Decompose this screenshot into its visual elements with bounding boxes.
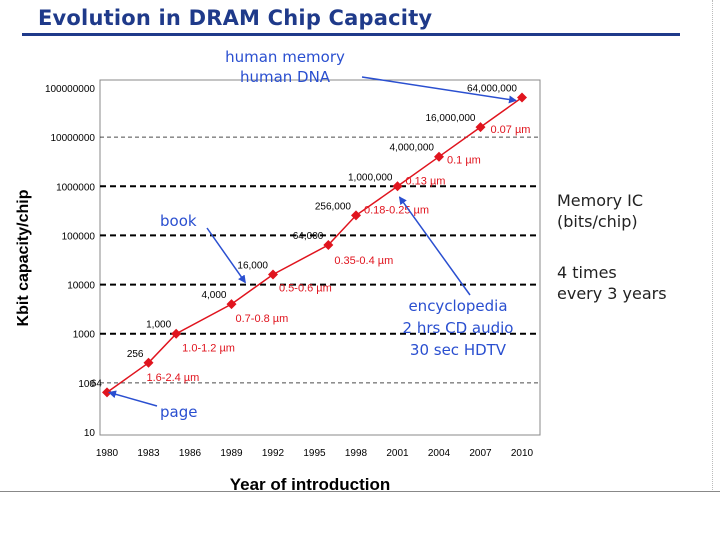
data-point xyxy=(351,210,361,221)
callout-hdtv: 30 sec HDTV xyxy=(410,341,507,359)
data-point xyxy=(392,181,403,192)
x-tick-label: 2007 xyxy=(469,448,492,459)
data-label: 16,000,000 xyxy=(425,113,475,124)
growth-note: 4 times every 3 years xyxy=(557,262,667,304)
y-tick-label: 1000 xyxy=(73,330,96,341)
callouts: human memory human DNA book encyclopedia 2 h… xyxy=(108,48,517,421)
x-tick-label: 1986 xyxy=(179,448,202,459)
x-tick-label: 1989 xyxy=(220,448,243,459)
y-tick-label: 100000 xyxy=(62,231,96,242)
process-label: 0.35-0.4 µm xyxy=(334,255,393,267)
y-tick-label: 10 xyxy=(84,428,96,439)
data-label: 16,000 xyxy=(237,261,268,272)
x-tick-label: 2010 xyxy=(511,448,534,459)
memory-ic-line-2: (bits/chip) xyxy=(557,212,638,231)
title-underline xyxy=(22,33,680,36)
callout-book: book xyxy=(160,212,197,230)
data-point xyxy=(323,239,334,250)
process-label: 0.07 µm xyxy=(491,124,531,136)
data-point xyxy=(517,92,527,103)
data-point xyxy=(143,357,154,368)
data-point xyxy=(226,299,237,310)
process-label: 1.0-1.2 µm xyxy=(182,343,235,355)
process-label: 0.18-0.25 µm xyxy=(364,204,429,216)
data-label: 4,000,000 xyxy=(390,143,435,154)
x-tick-label: 2001 xyxy=(386,448,409,459)
callout-arrow xyxy=(206,227,246,284)
x-tick-label: 2004 xyxy=(428,448,451,459)
data-label: 256,000 xyxy=(315,201,352,212)
x-tick-label: 1980 xyxy=(96,448,119,459)
data-point xyxy=(475,122,486,133)
y-tick-label: 100 xyxy=(78,379,95,390)
footer-divider xyxy=(0,491,720,492)
process-label: 1.6-2.4 µm xyxy=(147,372,200,384)
x-tick-label: 1995 xyxy=(303,448,326,459)
callout-encyclopedia: encyclopedia xyxy=(408,297,507,315)
y-tick-label: 100000000 xyxy=(45,84,95,95)
y-tick-label: 10000 xyxy=(67,281,95,292)
process-label: 0.7-0.8 µm xyxy=(236,313,289,325)
data-label: 64 xyxy=(91,378,103,389)
callout-human-dna: human DNA xyxy=(240,68,331,86)
process-label: 0.1 µm xyxy=(447,155,481,167)
axis-ticks: 10 100 1000 10000 100000 1000000 10000000 10000… xyxy=(45,84,534,459)
callout-arrow xyxy=(398,196,471,296)
data-label: 64,000,000 xyxy=(467,84,517,95)
data-label: 1,000,000 xyxy=(348,172,393,183)
y-axis-label: Kbit capacity/chip xyxy=(15,189,32,326)
data-label: 4,000 xyxy=(201,290,226,301)
callout-arrow xyxy=(108,390,158,407)
x-tick-label: 1998 xyxy=(345,448,368,459)
x-tick-label: 1983 xyxy=(137,448,160,459)
callout-cd-audio: 2 hrs CD audio xyxy=(403,319,514,337)
plot-area xyxy=(99,79,541,436)
y-tick-label: 10000000 xyxy=(51,133,96,144)
data-label: 256 xyxy=(127,349,144,360)
memory-ic-line-1: Memory IC xyxy=(557,191,644,210)
data-label: 64,000 xyxy=(293,231,324,242)
data-point xyxy=(171,328,182,339)
x-axis-label: Year of introduction xyxy=(230,475,391,494)
memory-ic-note: Memory IC (bits/chip) xyxy=(557,190,643,232)
data-labels: 64 256 1.6-2.4 µm 1,000 1.0-1.2 µm 4,000 0.7-0… xyxy=(91,84,531,390)
growth-line-1: 4 times xyxy=(557,263,617,282)
page-title: Evolution in DRAM Chip Capacity xyxy=(38,6,433,30)
y-tick-label: 1000000 xyxy=(56,182,95,193)
callout-human-memory: human memory xyxy=(225,48,345,66)
data-label: 1,000 xyxy=(146,320,171,331)
right-edge-guide xyxy=(712,0,713,490)
data-point xyxy=(268,269,278,280)
x-tick-label: 1992 xyxy=(262,448,285,459)
process-label: 0.5-0.6 µm xyxy=(279,283,332,295)
callout-arrow xyxy=(361,76,517,104)
callout-page: page xyxy=(160,403,197,421)
data-points xyxy=(102,92,527,398)
data-point xyxy=(434,151,444,162)
growth-line-2: every 3 years xyxy=(557,284,667,303)
process-label: 0.13 µm xyxy=(406,175,446,187)
